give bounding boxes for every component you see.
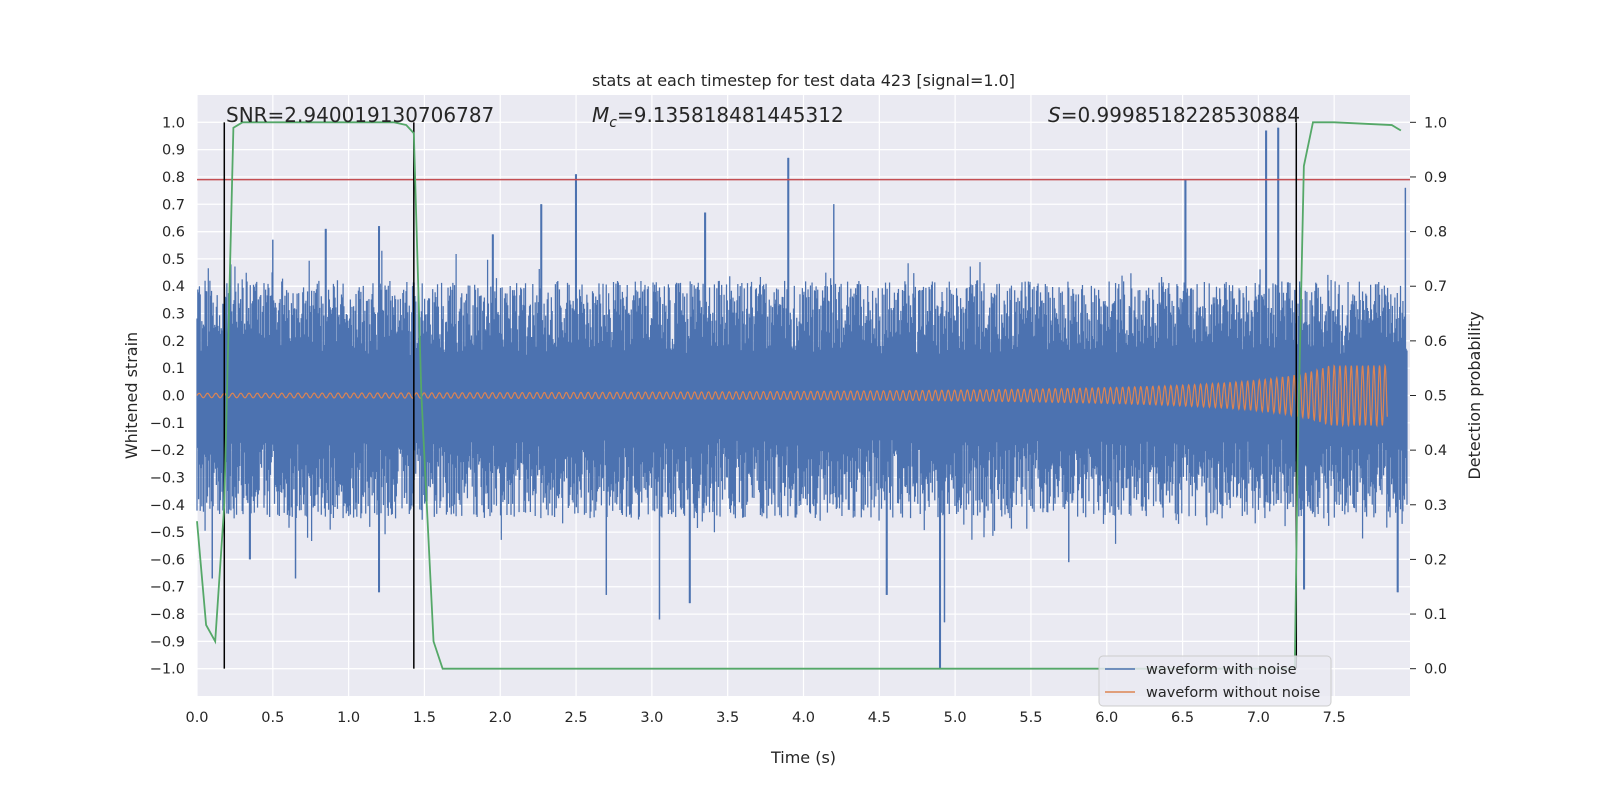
y2-tick-label: 0.6: [1424, 334, 1447, 350]
chirp-mass-value: =9.135818481445312: [617, 103, 844, 127]
x-tick-label: 2.0: [489, 710, 512, 726]
y-tick-label: 0.7: [162, 197, 185, 213]
y-tick-label: −0.8: [150, 607, 185, 623]
x-tick-label: 5.0: [944, 710, 967, 726]
y-tick-label: 0.1: [162, 361, 185, 377]
chirp-mass-annotation: Mc=9.135818481445312: [592, 103, 844, 131]
probability-trace: [196, 121, 1402, 670]
axes: 0.0 0.5 1.0 1.5 2.0 2.5 3.0 3.5 4.0 4.5 5.0 5.5 6.0 6…: [150, 115, 1447, 726]
x-tick-label: 3.5: [716, 710, 739, 726]
x-tick-label: 7.5: [1323, 710, 1346, 726]
y-tick-label: −0.1: [150, 416, 185, 432]
chart-title: stats at each timestep for test data 423…: [592, 71, 1015, 90]
y2-tick-label: 0.2: [1424, 552, 1447, 568]
y-tick-label: 0.5: [162, 252, 185, 268]
x-tick-label: 5.5: [1019, 710, 1042, 726]
y-tick-label: 0.4: [162, 279, 185, 295]
y-tick-label: −0.7: [150, 580, 185, 596]
y2-tick-label: 0.5: [1424, 389, 1447, 405]
y2-tick-label: 0.1: [1424, 607, 1447, 623]
y2-tick-label: 0.8: [1424, 225, 1447, 241]
legend: waveform with noise waveform without noi…: [1098, 655, 1332, 707]
clean-trace: [196, 363, 1388, 428]
y-axis-label: Whitened strain: [122, 332, 141, 459]
y-tick-label: −0.6: [150, 552, 185, 568]
y2-tick-label: 0.7: [1424, 279, 1447, 295]
x-tick-label: 1.0: [337, 710, 360, 726]
statistic-symbol: S: [1048, 103, 1061, 127]
x-tick-label: 1.5: [413, 710, 436, 726]
x-tick-label: 6.0: [1095, 710, 1118, 726]
y2-tick-label: 0.9: [1424, 170, 1447, 186]
x-tick-label: 0.0: [185, 710, 208, 726]
y-tick-label: 0.3: [162, 307, 185, 323]
x-axis-label: Time (s): [770, 748, 836, 767]
waveform-without-noise-series: [196, 363, 1388, 428]
x-tick-label: 3.0: [640, 710, 663, 726]
detection-probability-series: [196, 121, 1402, 670]
y-tick-label: 0.6: [162, 225, 185, 241]
y-tick-label: 0.2: [162, 334, 185, 350]
y-tick-label: −1.0: [150, 662, 185, 678]
y2-tick-label: 0.4: [1424, 443, 1447, 459]
y-tick-label: −0.3: [150, 470, 185, 486]
y-tick-label: 0.9: [162, 143, 185, 159]
x-tick-label: 0.5: [261, 710, 284, 726]
x-tick-label: 7.0: [1247, 710, 1270, 726]
y2-axis-label: Detection probability: [1465, 311, 1484, 479]
x-tick-label: 4.5: [868, 710, 891, 726]
y-tick-label: 0.0: [162, 389, 185, 405]
y2-tick-label: 0.3: [1424, 498, 1447, 514]
statistic-annotation: S=0.9998518228530884: [1048, 103, 1300, 127]
y-tick-label: −0.9: [150, 634, 185, 650]
y-tick-label: 0.8: [162, 170, 185, 186]
snr-annotation: SNR=2.940019130706787: [226, 103, 494, 127]
legend-label-clean: waveform without noise: [1146, 685, 1320, 701]
chirp-mass-symbol: M: [592, 103, 609, 127]
x-tick-label: 2.5: [565, 710, 588, 726]
y-tick-label: −0.5: [150, 525, 185, 541]
statistic-value: =0.9998518228530884: [1061, 103, 1300, 127]
y2-tick-label: 0.0: [1424, 662, 1447, 678]
x-tick-label: 6.5: [1171, 710, 1194, 726]
legend-box: [1098, 655, 1332, 707]
y-tick-label: −0.2: [150, 443, 185, 459]
waveform-with-noise-series: [196, 127, 1408, 669]
chirp-mass-subscript: c: [609, 115, 617, 131]
legend-label-noise: waveform with noise: [1146, 662, 1297, 678]
y-tick-label: −0.4: [150, 498, 185, 514]
y-tick-label: 1.0: [162, 115, 185, 131]
y2-tick-label: 1.0: [1424, 115, 1447, 131]
x-tick-label: 4.0: [792, 710, 815, 726]
